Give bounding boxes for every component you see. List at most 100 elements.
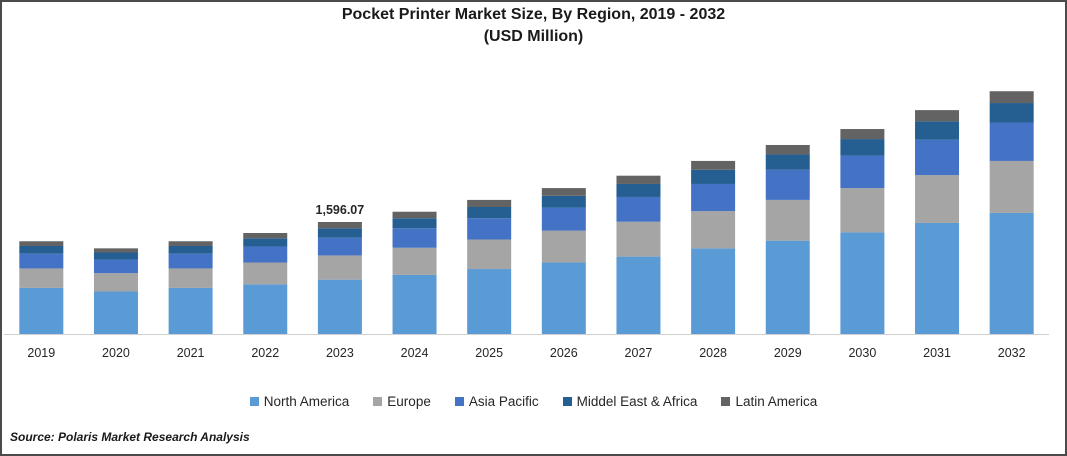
x-tick-label: 2026: [550, 346, 578, 360]
bar-segment-asia-pacific-2022: [243, 246, 288, 263]
x-tick-label: 2027: [625, 346, 653, 360]
x-tick-label: 2019: [27, 346, 55, 360]
bar-segment-asia-pacific-2027: [616, 196, 661, 222]
bar-segment-middel-east-africa-2032: [989, 103, 1034, 123]
legend-item-north-america: North America: [249, 394, 350, 409]
bar-segment-middel-east-africa-2022: [243, 238, 288, 247]
x-tick-label: 2021: [177, 346, 205, 360]
x-tick-label: 2024: [401, 346, 429, 360]
bar-segment-europe-2028: [691, 211, 736, 249]
bar-segment-europe-2030: [840, 188, 885, 233]
chart-subtitle: (USD Million): [483, 28, 584, 45]
bar-segment-north-america-2031: [915, 222, 960, 334]
legend-item-europe: Europe: [373, 394, 431, 409]
bar-segment-middel-east-africa-2028: [691, 169, 736, 184]
legend-swatch: [373, 397, 383, 406]
bar-segment-north-america-2025: [467, 269, 512, 334]
legend-label: Europe: [387, 394, 431, 409]
legend-swatch: [721, 397, 731, 406]
legend-swatch: [249, 397, 259, 406]
bar-segment-europe-2031: [915, 175, 960, 223]
legend-item-asia-pacific: Asia Pacific: [454, 394, 539, 409]
bar-segment-asia-pacific-2026: [541, 207, 586, 231]
bar-segment-middel-east-africa-2025: [467, 207, 512, 219]
bar-segment-latin-america-2028: [691, 160, 736, 170]
bar-segment-middel-east-africa-2023: [317, 228, 362, 238]
bar-segment-asia-pacific-2019: [19, 253, 64, 269]
bar-segment-middel-east-africa-2021: [168, 245, 213, 254]
bar-segment-asia-pacific-2028: [691, 183, 736, 212]
legend-item-middel-east-africa: Middel East & Africa: [562, 394, 698, 409]
chart-title: Pocket Printer Market Size, By Region, 2…: [341, 6, 726, 23]
bar-segment-latin-america-2021: [168, 241, 213, 246]
bar-segment-europe-2022: [243, 262, 288, 285]
bar-segment-latin-america-2022: [243, 232, 288, 239]
legend-item-latin-america: Latin America: [721, 394, 817, 409]
legend-swatch: [562, 397, 572, 406]
legend-label: Latin America: [735, 394, 818, 409]
bar-segment-europe-2032: [989, 160, 1034, 213]
bar-segment-asia-pacific-2029: [765, 169, 810, 200]
bar-segment-north-america-2032: [989, 212, 1034, 334]
bar-segment-europe-2021: [168, 268, 213, 288]
bar-segment-north-america-2020: [93, 291, 138, 334]
x-tick-label: 2030: [848, 346, 876, 360]
bar-segment-north-america-2030: [840, 232, 885, 334]
bar-segment-latin-america-2029: [765, 144, 810, 155]
bar-segment-north-america-2027: [616, 256, 661, 334]
bar-segment-latin-america-2030: [840, 129, 885, 140]
bar-segment-latin-america-2025: [467, 199, 512, 207]
bar-segment-asia-pacific-2020: [93, 259, 138, 274]
bar-segment-north-america-2023: [317, 279, 362, 334]
source-note: Source: Polaris Market Research Analysis: [10, 430, 250, 444]
legend-label: North America: [263, 394, 350, 409]
bar-segment-north-america-2026: [541, 262, 586, 334]
x-tick-label: 2025: [475, 346, 503, 360]
x-tick-label: 2023: [326, 346, 354, 360]
bar-segment-europe-2029: [765, 199, 810, 241]
bar-segment-latin-america-2031: [915, 110, 960, 122]
bar-segment-middel-east-africa-2024: [392, 218, 437, 229]
legend-label: Asia Pacific: [468, 394, 539, 409]
bar-segment-latin-america-2027: [616, 175, 661, 184]
bar-segment-middel-east-africa-2030: [840, 139, 885, 156]
x-tick-label: 2020: [102, 346, 130, 360]
bar-segment-middel-east-africa-2019: [19, 245, 64, 254]
bar-segment-europe-2026: [541, 230, 586, 263]
bar-segment-europe-2027: [616, 221, 661, 257]
bar-segment-europe-2019: [19, 268, 64, 288]
bar-segment-north-america-2021: [168, 287, 213, 334]
x-tick-label: 2028: [699, 346, 727, 360]
bar-segment-asia-pacific-2024: [392, 228, 437, 248]
bar-segment-latin-america-2020: [93, 248, 138, 253]
x-tick-label: 2031: [923, 346, 951, 360]
data-label-2023: 1,596.07: [316, 203, 365, 217]
legend-swatch: [454, 397, 464, 406]
bar-segment-asia-pacific-2023: [317, 237, 362, 256]
x-tick-label: 2032: [998, 346, 1026, 360]
bar-segment-middel-east-africa-2029: [765, 154, 810, 170]
chart-legend: North America Europe Asia Pacific Middel Ea…: [0, 394, 1067, 409]
bar-segment-north-america-2029: [765, 240, 810, 334]
bar-segment-middel-east-africa-2031: [915, 121, 960, 140]
bar-segment-europe-2024: [392, 247, 437, 275]
bar-segment-latin-america-2019: [19, 241, 64, 246]
bar-segment-asia-pacific-2030: [840, 155, 885, 189]
x-tick-label: 2022: [251, 346, 279, 360]
bar-segment-middel-east-africa-2026: [541, 195, 586, 208]
bar-segment-europe-2020: [93, 273, 138, 292]
legend-label: Middel East & Africa: [576, 394, 698, 409]
bar-segment-asia-pacific-2032: [989, 122, 1034, 161]
bar-segment-north-america-2022: [243, 284, 288, 334]
x-tick-label: 2029: [774, 346, 802, 360]
bar-segment-europe-2025: [467, 239, 512, 270]
bar-segment-north-america-2028: [691, 248, 736, 334]
bar-segment-asia-pacific-2031: [915, 139, 960, 176]
bar-segment-north-america-2024: [392, 274, 437, 334]
bar-segment-asia-pacific-2021: [168, 253, 213, 269]
bar-segment-latin-america-2024: [392, 211, 437, 219]
bar-segment-asia-pacific-2025: [467, 218, 512, 240]
bar-segment-latin-america-2032: [989, 91, 1034, 104]
